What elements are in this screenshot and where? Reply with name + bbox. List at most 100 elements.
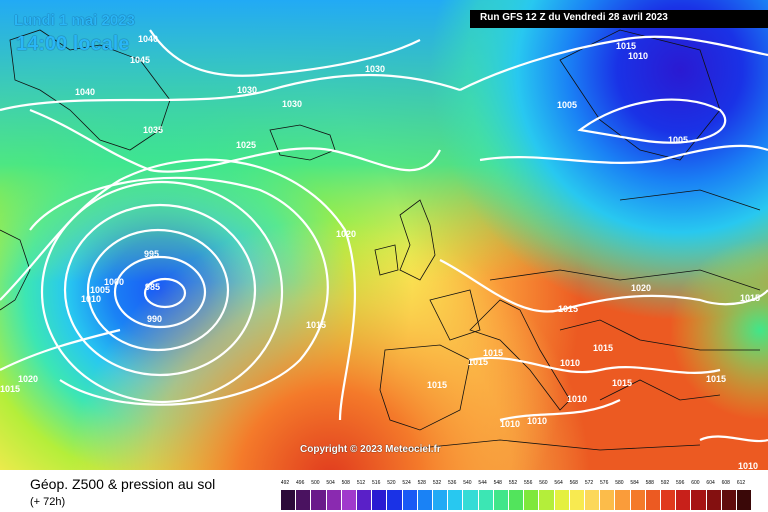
legend-swatch	[524, 490, 539, 510]
isobar-label: 1015	[468, 357, 488, 367]
legend-swatch	[706, 490, 721, 510]
legend-swatch	[630, 490, 645, 510]
isobar-label: 1025	[236, 140, 256, 150]
legend-swatch	[478, 490, 493, 510]
isobar-label: 1010	[628, 51, 648, 61]
isobar-label: 1035	[143, 125, 163, 135]
legend-swatch	[600, 490, 615, 510]
isobar-label: 1015	[612, 378, 632, 388]
legend-value: 560	[539, 480, 548, 486]
isobar-label: 1015	[706, 374, 726, 384]
legend-swatch	[402, 490, 417, 510]
legend-value: 524	[402, 480, 411, 486]
coastlines	[0, 29, 761, 451]
isobar-label: 1015	[427, 380, 447, 390]
legend-swatch	[645, 490, 660, 510]
legend-value: 568	[569, 480, 578, 486]
isobar-label: 1015	[558, 304, 578, 314]
legend-value: 580	[615, 480, 624, 486]
legend-value: 612	[736, 480, 746, 486]
legend-value: 592	[660, 480, 670, 486]
legend-swatch	[311, 490, 326, 510]
isobar-labels: 1040 1045 1040 1035 1030 1030 1030 1025 …	[0, 34, 760, 470]
isobar-label: 1010	[81, 294, 101, 304]
legend-swatch	[539, 490, 554, 510]
footer: Géop. Z500 & pression au sol (+ 72h) 492…	[0, 470, 768, 512]
legend-value: 528	[417, 480, 426, 486]
isobar-label: 1000	[104, 277, 124, 287]
legend-swatch	[433, 490, 448, 510]
isobar-label: 1040	[138, 34, 158, 44]
isobar-label: 1010	[527, 416, 547, 426]
legend-value: 556	[524, 480, 533, 486]
legend-swatch	[676, 490, 691, 510]
legend-value: 540	[463, 480, 472, 486]
legend-value: 572	[584, 480, 594, 486]
legend-swatch	[585, 490, 600, 510]
isobar-label: 1010	[560, 358, 580, 368]
legend-swatch	[691, 490, 706, 510]
isobar-label: 1015	[306, 320, 326, 330]
legend-swatch	[493, 490, 508, 510]
legend-swatch	[372, 490, 387, 510]
isobar-label: 1005	[668, 135, 688, 145]
legend-swatch	[661, 490, 676, 510]
legend-swatch	[569, 490, 584, 510]
legend-swatch	[509, 490, 524, 510]
weather-map: 1040 1045 1040 1035 1030 1030 1030 1025 …	[0, 0, 768, 470]
legend-value: 508	[341, 480, 350, 486]
forecast-hour: 14:00 locale	[16, 33, 130, 55]
legend-swatch	[357, 490, 372, 510]
run-banner: Run GFS 12 Z du Vendredi 28 avril 2023	[470, 10, 768, 28]
isobar-label: 1015	[740, 293, 760, 303]
legend-value: 496	[296, 480, 305, 486]
legend-value: 608	[721, 480, 730, 486]
legend-value: 520	[387, 480, 396, 486]
isobar-label: 1010	[500, 419, 520, 429]
legend-swatch	[615, 490, 630, 510]
legend-swatch	[341, 490, 356, 510]
map-canvas: 1040 1045 1040 1035 1030 1030 1030 1025 …	[0, 0, 768, 470]
isobar-label: 1015	[0, 384, 20, 394]
legend-swatch	[387, 490, 402, 510]
isobar-label: 1015	[483, 348, 503, 358]
legend-value: 588	[645, 480, 654, 486]
isobar-label: 985	[145, 282, 160, 292]
legend-value: 536	[448, 480, 457, 486]
legend-value: 596	[676, 480, 685, 486]
forecast-date: Lundi 1 mai 2023	[14, 12, 135, 29]
isobar-label: 1005	[557, 100, 577, 110]
copyright-notice: Copyright © 2023 Meteociel.fr	[300, 444, 441, 455]
legend-value: 516	[372, 480, 381, 486]
legend-value: 504	[326, 480, 335, 486]
legend-swatch	[296, 490, 311, 510]
isobar-label: 1010	[738, 461, 758, 470]
color-legend: 492 496 500 504 508 512 516 520 524 528 532 536 540 5…	[281, 480, 753, 510]
isobar-label: 995	[144, 249, 159, 259]
legend-value: 576	[600, 480, 609, 486]
legend-swatch	[448, 490, 463, 510]
isobar-label: 1030	[365, 64, 385, 74]
isobar-label: 1030	[282, 99, 302, 109]
isobar-label: 1020	[336, 229, 356, 239]
map-title: Géop. Z500 & pression au sol	[30, 476, 216, 492]
isobars	[0, 29, 768, 443]
legend-value: 492	[280, 480, 290, 486]
isobar-label: 1030	[237, 85, 257, 95]
isobar-label: 1010	[567, 394, 587, 404]
legend-swatch	[737, 490, 752, 510]
legend-value: 512	[356, 480, 366, 486]
legend-value: 500	[311, 480, 320, 486]
forecast-offset: (+ 72h)	[30, 496, 66, 508]
legend-value: 584	[630, 480, 639, 486]
legend-swatch	[554, 490, 569, 510]
isobar-label: 1020	[631, 283, 651, 293]
isobar-label: 1005	[90, 285, 110, 295]
legend-value: 532	[432, 480, 442, 486]
isobar-label: 990	[147, 314, 162, 324]
legend-value: 552	[508, 480, 518, 486]
legend-value: 548	[493, 480, 502, 486]
run-info: Run GFS 12 Z du Vendredi 28 avril 2023	[480, 12, 668, 23]
legend-swatch	[721, 490, 736, 510]
